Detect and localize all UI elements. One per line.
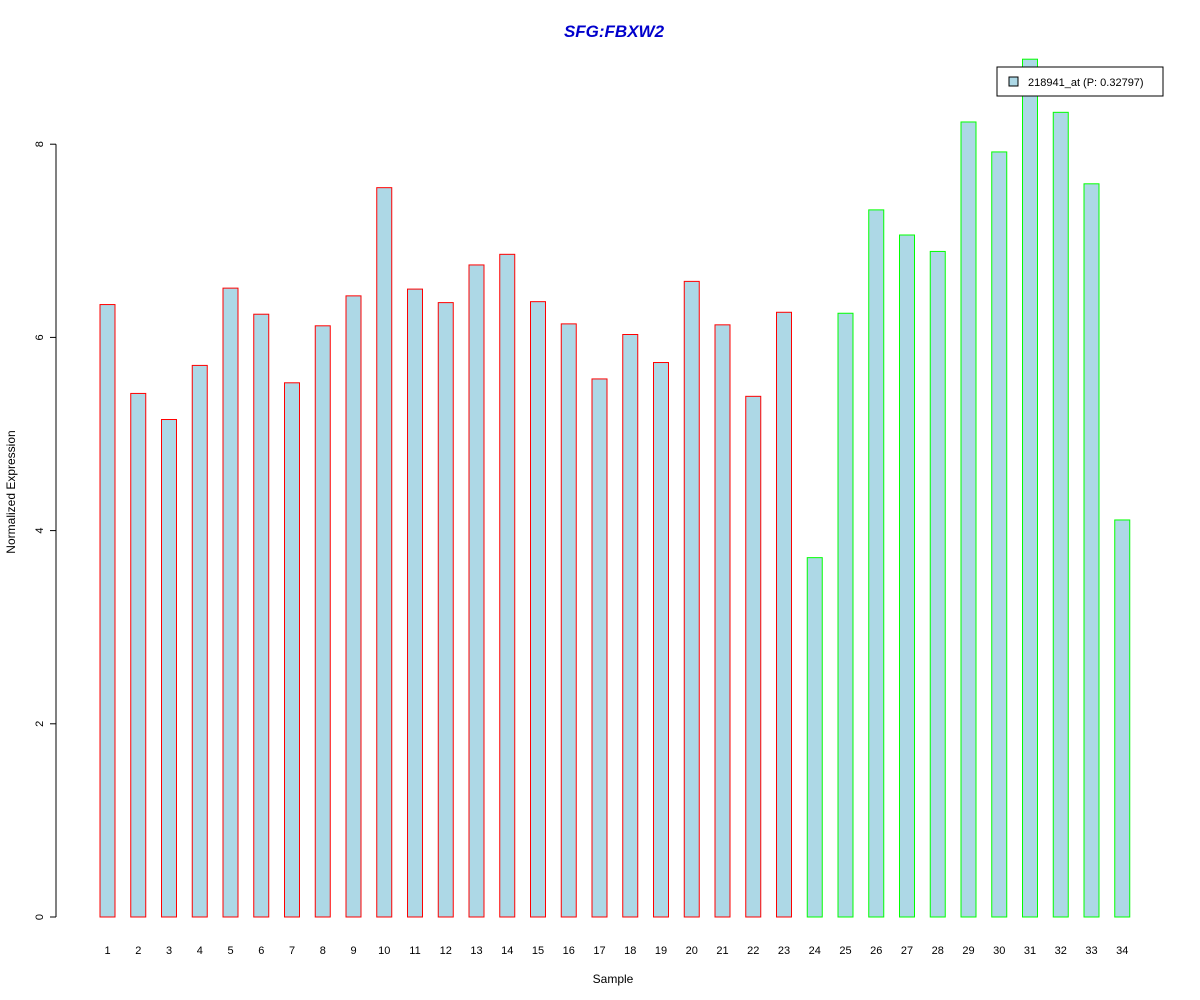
x-axis-tick-label: 20 [686, 945, 698, 957]
bar-sample-13 [468, 264, 485, 918]
y-axis-tick-label: 6 [34, 334, 46, 340]
x-axis-tick-label: 33 [1085, 945, 1097, 957]
x-axis-tick-label: 5 [227, 945, 233, 957]
x-axis-tick-label: 11 [409, 945, 420, 957]
x-axis-tick-label: 3 [166, 945, 172, 957]
bar-sample-27 [899, 234, 915, 918]
bar-sample-29 [960, 121, 977, 918]
y-axis-tick-label: 8 [34, 141, 46, 147]
x-axis-tick-label: 23 [778, 945, 790, 957]
bar-sample-3 [161, 419, 177, 918]
x-axis-tick-label: 16 [563, 945, 575, 957]
x-axis-tick-label: 21 [716, 945, 728, 957]
x-axis-tick-label: 13 [470, 945, 482, 957]
bar-sample-31 [1022, 58, 1038, 918]
x-axis-tick-label: 18 [624, 945, 636, 957]
x-axis-tick-label: 4 [197, 945, 203, 957]
bar-sample-24 [806, 557, 823, 918]
x-axis-tick-label: 7 [289, 945, 295, 957]
x-axis-label: Sample [593, 972, 634, 986]
bar-sample-33 [1083, 183, 1100, 918]
x-axis-tick-label: 27 [901, 945, 913, 957]
legend: 218941_at (P: 0.32797) [996, 66, 1164, 97]
x-axis-tick-label: 12 [440, 945, 452, 957]
x-axis-tick-label: 10 [378, 945, 390, 957]
x-axis-tick-label: 34 [1116, 945, 1128, 957]
x-axis-tick-label: 8 [320, 945, 326, 957]
x-axis-tick-label: 31 [1024, 945, 1036, 957]
bar-sample-6 [253, 313, 270, 918]
bar-sample-22 [745, 395, 762, 918]
bar-sample-32 [1052, 111, 1069, 918]
bar-sample-17 [591, 378, 608, 918]
bar-sample-7 [284, 382, 300, 918]
bar-sample-2 [130, 392, 147, 918]
x-axis-tick-labels: 1 2 3 4 5 6 7 8 9 10 11 12 13 14 15 16 17 18 19 20 21 22 23 24 2… [104, 945, 1128, 957]
bar-sample-16 [560, 323, 577, 918]
x-axis-tick-label: 30 [993, 945, 1005, 957]
x-axis-tick-label: 25 [839, 945, 851, 957]
x-axis-tick-label: 2 [135, 945, 141, 957]
bar-sample-4 [191, 364, 208, 918]
bar-sample-1 [99, 304, 116, 918]
x-axis-tick-label: 19 [655, 945, 667, 957]
x-axis-tick-label: 28 [932, 945, 944, 957]
legend-box [996, 66, 1164, 97]
bar-sample-15 [530, 301, 546, 918]
x-axis-tick-label: 15 [532, 945, 544, 957]
bar-sample-23 [776, 311, 792, 918]
bar-sample-18 [622, 334, 639, 918]
bar-sample-5 [222, 287, 239, 918]
bar-sample-8 [314, 325, 331, 918]
x-axis-tick-label: 26 [870, 945, 882, 957]
y-axis-tick-label: 0 [34, 914, 46, 920]
bar-sample-19 [653, 362, 669, 918]
chart-title: SFG:FBXW2 [564, 22, 665, 41]
x-axis-tick-label: 17 [593, 945, 605, 957]
bar-sample-34 [1114, 519, 1131, 918]
x-axis-tick-label: 32 [1055, 945, 1067, 957]
bar-sample-10 [376, 187, 393, 918]
bar-sample-28 [929, 250, 946, 918]
y-axis-label: Normalized Expression [4, 430, 18, 553]
y-axis: 0 2 4 6 8 [34, 141, 57, 920]
x-axis-tick-label: 1 [104, 945, 110, 957]
x-axis-tick-label: 6 [258, 945, 264, 957]
bar-sample-25 [837, 312, 854, 918]
x-axis-tick-label: 24 [809, 945, 821, 957]
bar-sample-20 [683, 280, 700, 918]
bar-sample-12 [437, 302, 454, 918]
bar-sample-11 [407, 288, 423, 918]
x-axis-tick-label: 29 [962, 945, 974, 957]
bars [99, 58, 1131, 918]
x-axis-tick-label: 14 [501, 945, 513, 957]
x-axis-tick-label: 22 [747, 945, 759, 957]
bar-sample-30 [991, 151, 1008, 918]
y-axis-tick-label: 4 [34, 528, 46, 534]
bar-sample-9 [345, 295, 362, 918]
bar-sample-21 [714, 324, 731, 918]
x-axis-tick-label: 9 [350, 945, 356, 957]
bar-sample-26 [868, 209, 885, 918]
bar-sample-14 [499, 253, 516, 918]
y-axis-tick-label: 2 [34, 721, 46, 727]
legend-entry-label: 218941_at (P: 0.32797) [1028, 77, 1144, 89]
legend-swatch [1008, 76, 1019, 87]
